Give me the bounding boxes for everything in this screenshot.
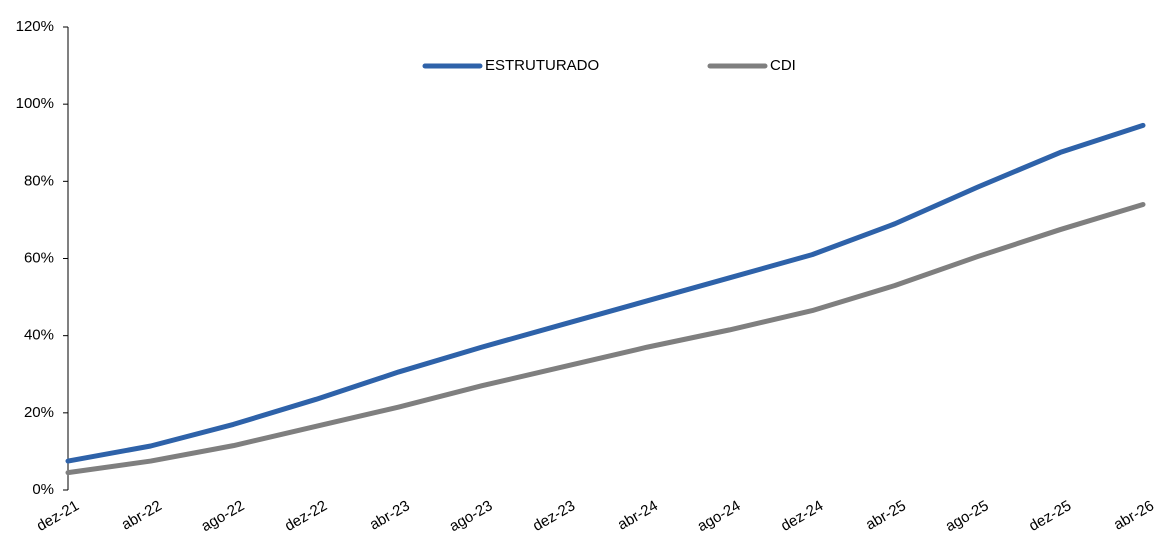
x-tick-label: dez-25	[1026, 497, 1074, 535]
x-tick-label: dez-24	[778, 497, 826, 535]
x-tick-label: abr-25	[863, 497, 909, 533]
x-tick-label: abr-24	[615, 497, 661, 533]
y-tick-label: 20%	[24, 404, 54, 421]
x-tick-label: ago-25	[943, 497, 992, 535]
y-tick-label: 0%	[32, 481, 54, 498]
legend-label: ESTRUTURADO	[485, 57, 599, 74]
y-tick-label: 80%	[24, 172, 54, 189]
series-line	[65, 122, 1146, 464]
legend-label: CDI	[770, 57, 796, 74]
y-tick-label: 40%	[24, 327, 54, 344]
x-tick-label: abr-23	[367, 497, 413, 533]
x-tick-label: ago-24	[695, 497, 744, 535]
y-tick-label: 60%	[24, 249, 54, 266]
y-tick-label: 100%	[16, 95, 54, 112]
series-line	[65, 201, 1146, 476]
x-tick-label: ago-23	[446, 497, 495, 535]
x-tick-label: abr-26	[1111, 497, 1157, 533]
x-tick-label: dez-22	[282, 497, 330, 535]
x-tick-label: abr-22	[119, 497, 165, 533]
x-tick-label: ago-22	[198, 497, 247, 535]
x-tick-label: dez-21	[34, 497, 82, 535]
x-tick-label: dez-23	[530, 497, 578, 535]
y-tick-label: 120%	[16, 18, 54, 35]
